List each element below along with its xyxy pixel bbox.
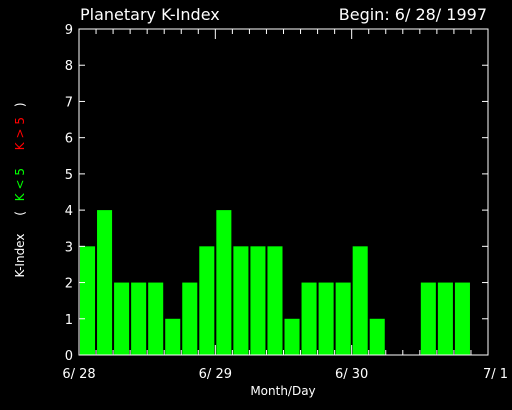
y-tick-label-9: 9 <box>65 23 73 38</box>
bar-20 <box>420 282 436 355</box>
y-tick-label-6: 6 <box>65 132 73 147</box>
x-tick-label-0: 6/ 28 <box>62 367 95 382</box>
bar-22 <box>454 282 470 355</box>
bar-1 <box>97 210 113 355</box>
bar-21 <box>437 282 453 355</box>
y-tick-label-0: 0 <box>65 349 73 364</box>
x-tick-label-3: 7/ 1 <box>483 367 508 382</box>
x-axis-ticks: 6/ 28 6/ 29 6/ 30 7/ 1 <box>62 29 508 382</box>
y-axis-label-close-paren: ) <box>13 102 27 107</box>
bar-11 <box>267 246 283 355</box>
y-axis-label-green: K < 5 <box>13 168 27 201</box>
y-tick-label-2: 2 <box>65 277 73 292</box>
bar-5 <box>165 318 181 355</box>
y-tick-label-7: 7 <box>65 95 73 110</box>
bar-3 <box>131 282 147 355</box>
bar-2 <box>114 282 130 355</box>
x-tick-label-2: 6/ 30 <box>335 367 368 382</box>
bar-14 <box>318 282 334 355</box>
bar-12 <box>284 318 300 355</box>
bar-15 <box>335 282 351 355</box>
x-tick-label-1: 6/ 29 <box>199 367 232 382</box>
bar-6 <box>182 282 198 355</box>
y-tick-label-4: 4 <box>65 204 73 219</box>
begin-date-label: Begin: 6/ 28/ 1997 <box>339 5 487 24</box>
y-axis-label-open-paren: ( <box>13 211 27 216</box>
y-tick-label-3: 3 <box>65 240 73 255</box>
bar-9 <box>233 246 249 355</box>
bars-group <box>80 210 470 355</box>
bar-10 <box>250 246 266 355</box>
bar-8 <box>216 210 232 355</box>
bar-7 <box>199 246 215 355</box>
bar-0 <box>80 246 96 355</box>
chart-title: Planetary K-Index <box>80 5 220 24</box>
y-axis-label-main: K-Index <box>13 234 27 278</box>
y-tick-label-1: 1 <box>65 313 73 328</box>
y-axis-label-red: K > 5 <box>13 117 27 150</box>
y-axis-label: K-Index ( K < 5 K > 5 ) <box>13 102 27 277</box>
y-tick-label-5: 5 <box>65 168 73 183</box>
bar-16 <box>352 246 368 355</box>
x-axis-label: Month/Day <box>250 384 315 398</box>
svg-text:K-Index ( K < 5: K-Index ( K < 5 K > 5 ) <box>13 102 27 277</box>
bar-13 <box>301 282 317 355</box>
y-axis-ticks: 0 1 2 3 4 5 6 7 8 9 <box>65 23 488 364</box>
bar-4 <box>148 282 164 355</box>
y-tick-label-8: 8 <box>65 59 73 74</box>
bar-17 <box>369 318 385 355</box>
